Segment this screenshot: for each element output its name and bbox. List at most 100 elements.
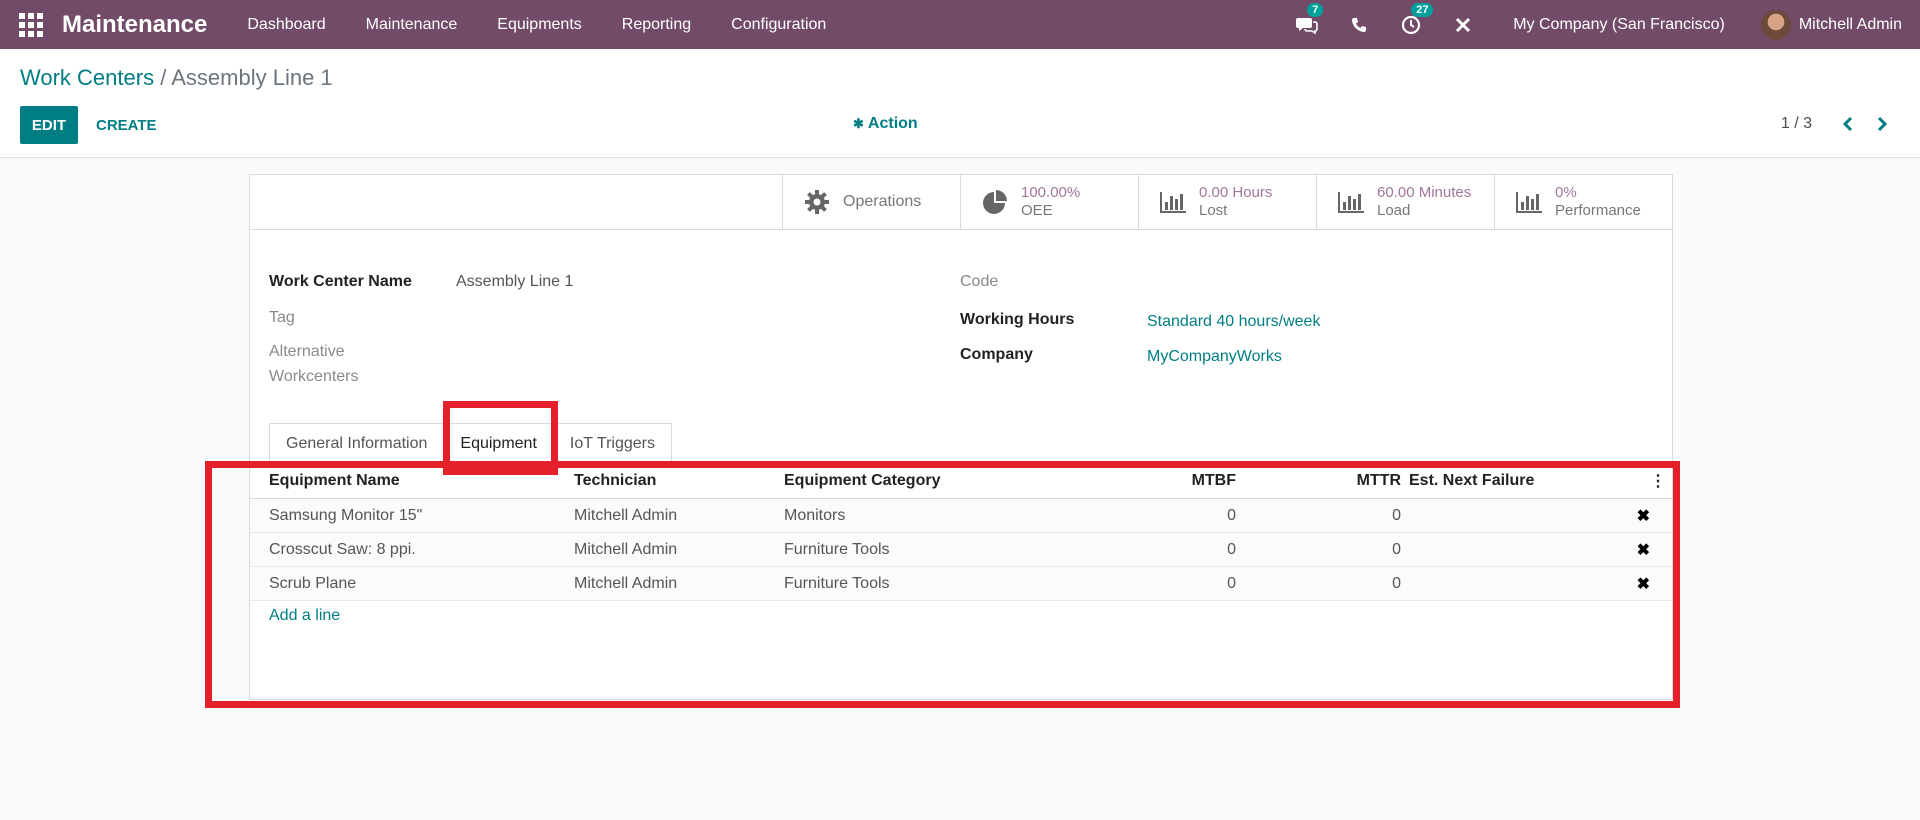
lost-value: 0.00 Hours — [1199, 184, 1273, 201]
alternative-workcenters-label-line1: Alternative — [269, 343, 345, 360]
add-a-line-link[interactable]: Add a line — [269, 607, 341, 624]
cell-mtbf: 0 — [1227, 574, 1236, 592]
apps-menu-icon[interactable] — [16, 10, 46, 40]
table-row[interactable]: Samsung Monitor 15" Mitchell Admin Monit… — [250, 499, 1672, 533]
column-est-next-failure[interactable]: Est. Next Failure — [1409, 471, 1535, 489]
performance-stat-button[interactable]: 0% Performance — [1494, 175, 1672, 229]
stat-button-box: Operations 100.00% OEE 0.00 Hours Lost — [782, 175, 1672, 230]
app-name[interactable]: Maintenance — [62, 10, 208, 38]
activities-clock-icon[interactable]: 27 — [1399, 2, 1434, 37]
gear-icon: ✱ — [853, 116, 864, 131]
table-row[interactable]: Crosscut Saw: 8 ppi. Mitchell Admin Furn… — [250, 533, 1672, 567]
pie-chart-icon — [981, 188, 1009, 216]
menu-configuration[interactable]: Configuration — [731, 15, 827, 33]
tag-label: Tag — [269, 309, 295, 326]
control-panel: Work Centers / Assembly Line 1 EDIT CREA… — [0, 49, 1920, 158]
delete-row-icon[interactable]: ✖ — [1636, 507, 1650, 525]
menu-reporting[interactable]: Reporting — [621, 15, 692, 33]
operations-label: Operations — [843, 193, 922, 210]
work-center-name-value[interactable]: Assembly Line 1 — [456, 273, 574, 290]
gear-icon — [803, 188, 831, 216]
menu-equipments[interactable]: Equipments — [497, 15, 582, 33]
tab-equipment[interactable]: Equipment — [443, 423, 554, 463]
delete-row-icon[interactable]: ✖ — [1636, 575, 1650, 593]
column-equipment-name[interactable]: Equipment Name — [269, 471, 400, 489]
navbar-systray: 7 27 My Company (San Francisco) Mitchell… — [1281, 0, 1920, 49]
action-menu-button[interactable]: ✱ Action — [853, 115, 918, 133]
oee-label: OEE — [1021, 202, 1053, 219]
menu-dashboard[interactable]: Dashboard — [247, 15, 326, 33]
edit-button[interactable]: EDIT — [20, 106, 78, 144]
user-menu[interactable]: Mitchell Admin — [1760, 9, 1902, 40]
cell-technician[interactable]: Mitchell Admin — [574, 540, 678, 558]
operations-stat-button[interactable]: Operations — [782, 175, 960, 229]
cell-equipment-category[interactable]: Furniture Tools — [784, 574, 890, 592]
delete-row-icon[interactable]: ✖ — [1636, 541, 1650, 559]
cell-mttr: 0 — [1392, 574, 1401, 592]
equipment-table: Equipment Name Technician Equipment Cate… — [250, 463, 1672, 601]
bar-chart-icon — [1337, 188, 1365, 216]
form-sheet: Operations 100.00% OEE 0.00 Hours Lost — [249, 174, 1673, 700]
chevron-right-icon — [1877, 116, 1888, 132]
column-mttr[interactable]: MTTR — [1356, 471, 1401, 489]
cell-technician[interactable]: Mitchell Admin — [574, 574, 678, 592]
lost-stat-button[interactable]: 0.00 Hours Lost — [1138, 175, 1316, 229]
breadcrumb-separator: / — [160, 65, 167, 90]
messages-icon[interactable]: 7 — [1295, 2, 1324, 37]
working-hours-label: Working Hours — [960, 311, 1075, 328]
load-stat-button[interactable]: 60.00 Minutes Load — [1316, 175, 1494, 229]
cell-equipment-category[interactable]: Furniture Tools — [784, 540, 890, 558]
avatar — [1760, 9, 1791, 40]
action-label: Action — [867, 115, 918, 132]
breadcrumb: Work Centers / Assembly Line 1 — [20, 65, 333, 91]
alternative-workcenters-label-line2: Workcenters — [269, 368, 359, 385]
cell-mtbf: 0 — [1227, 540, 1236, 558]
top-navbar: Maintenance Dashboard Maintenance Equipm… — [0, 0, 1920, 49]
cell-mttr: 0 — [1392, 540, 1401, 558]
phone-icon[interactable] — [1347, 13, 1371, 37]
activities-count-badge: 27 — [1411, 2, 1434, 17]
company-switcher[interactable]: My Company (San Francisco) — [1513, 15, 1725, 33]
load-label: Load — [1377, 202, 1411, 219]
table-row[interactable]: Scrub Plane Mitchell Admin Furniture Too… — [250, 567, 1672, 601]
performance-value: 0% — [1555, 184, 1577, 201]
tab-general-information[interactable]: General Information — [269, 423, 445, 463]
work-center-name-label: Work Center Name — [269, 273, 412, 290]
user-name: Mitchell Admin — [1798, 15, 1902, 33]
table-header: Equipment Name Technician Equipment Cate… — [250, 463, 1672, 499]
breadcrumb-work-centers[interactable]: Work Centers — [20, 65, 155, 90]
performance-label: Performance — [1555, 202, 1641, 219]
oee-value: 100.00% — [1021, 184, 1081, 201]
pager-value[interactable]: 1 / 3 — [1780, 115, 1812, 132]
form-tabs: General Information Equipment IoT Trigge… — [269, 423, 672, 463]
bar-chart-icon — [1159, 188, 1187, 216]
company-label: Company — [960, 346, 1033, 363]
cell-equipment-name[interactable]: Scrub Plane — [269, 574, 357, 592]
cell-mttr: 0 — [1392, 506, 1401, 524]
column-equipment-category[interactable]: Equipment Category — [784, 471, 941, 489]
company-link[interactable]: MyCompanyWorks — [1147, 348, 1282, 365]
debug-tools-icon[interactable] — [1451, 13, 1475, 37]
cell-equipment-category[interactable]: Monitors — [784, 506, 846, 524]
column-technician[interactable]: Technician — [574, 471, 657, 489]
cell-technician[interactable]: Mitchell Admin — [574, 506, 678, 524]
messages-count-badge: 7 — [1307, 2, 1324, 17]
working-hours-link[interactable]: Standard 40 hours/week — [1147, 313, 1321, 330]
lost-label: Lost — [1199, 202, 1228, 219]
oee-stat-button[interactable]: 100.00% OEE — [960, 175, 1138, 229]
chevron-left-icon — [1842, 116, 1853, 132]
tab-iot-triggers[interactable]: IoT Triggers — [552, 423, 672, 463]
cell-equipment-name[interactable]: Samsung Monitor 15" — [269, 506, 423, 524]
cell-mtbf: 0 — [1227, 506, 1236, 524]
bar-chart-icon — [1515, 188, 1543, 216]
code-label: Code — [960, 273, 999, 290]
create-button[interactable]: CREATE — [96, 116, 157, 134]
menu-maintenance[interactable]: Maintenance — [365, 15, 458, 33]
pager-next-button[interactable] — [1870, 111, 1894, 137]
optional-columns-icon[interactable]: ⋮ — [1650, 472, 1666, 490]
load-value: 60.00 Minutes — [1377, 184, 1472, 201]
cell-equipment-name[interactable]: Crosscut Saw: 8 ppi. — [269, 540, 416, 558]
pager-previous-button[interactable] — [1836, 111, 1860, 137]
breadcrumb-current: Assembly Line 1 — [171, 65, 333, 90]
column-mtbf[interactable]: MTBF — [1191, 471, 1236, 489]
